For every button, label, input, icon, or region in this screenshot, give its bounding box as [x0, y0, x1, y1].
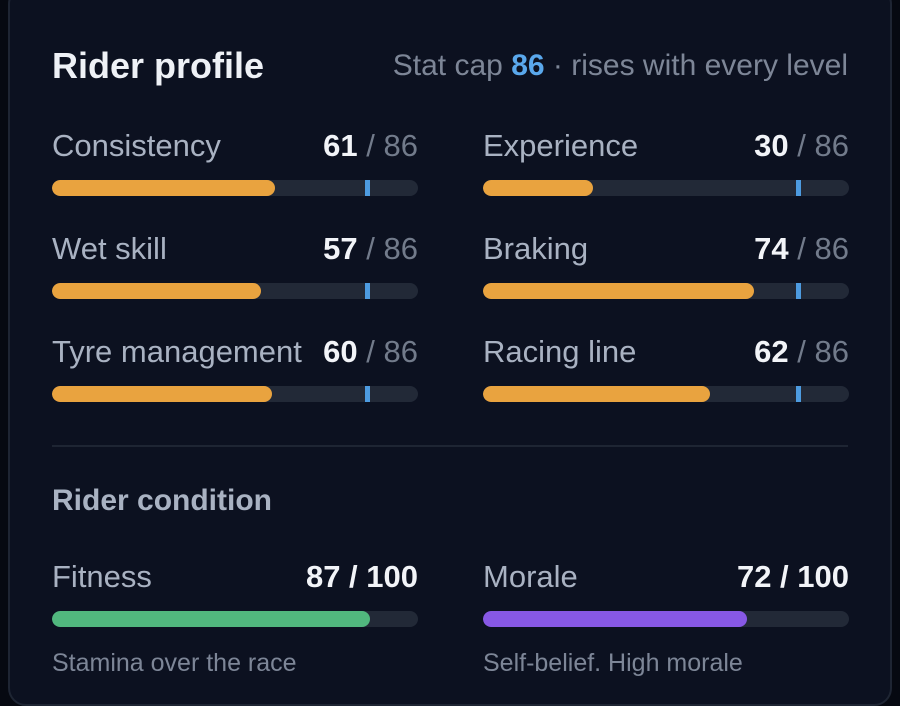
stat-value: 61 / 86	[323, 128, 418, 163]
stat-bar-track	[52, 180, 418, 196]
stat-current: 61	[323, 128, 358, 163]
stat-current: 60	[323, 334, 358, 369]
condition-morale: Morale 72 / 100 Self-belief. High morale	[483, 559, 849, 679]
stat-label: Racing line	[483, 334, 637, 369]
stat-current: 74	[754, 231, 789, 266]
stat-consistency: Consistency 61 / 86	[52, 128, 418, 208]
stat-max: 86	[383, 128, 418, 163]
stat-cap-marker	[364, 283, 370, 299]
stat-bar-track	[52, 283, 418, 299]
stat-bar-fill	[52, 386, 272, 402]
stat-label: Consistency	[52, 128, 221, 163]
stat-current: 30	[754, 128, 789, 163]
stat-bar-fill	[52, 283, 261, 299]
stat-cap-marker	[795, 180, 801, 196]
condition-bar-fill	[483, 611, 747, 627]
stat-current: 62	[754, 334, 789, 369]
stat-cap-marker	[795, 283, 801, 299]
rider-panel	[8, 0, 892, 706]
stat-bar-fill	[483, 180, 593, 196]
stat-bar-track	[483, 180, 849, 196]
stat-max: 86	[814, 334, 849, 369]
stat-cap-value: 86	[511, 49, 545, 82]
stat-cap-marker	[795, 386, 801, 402]
condition-bar-track	[483, 611, 849, 627]
stat-bar-fill	[52, 180, 276, 196]
stat-racing-line: Racing line 62 / 86	[483, 334, 849, 414]
stat-bar-track	[52, 386, 418, 402]
stat-bar-fill	[483, 386, 710, 402]
stat-value: 62 / 86	[754, 334, 849, 369]
stat-value: 30 / 86	[754, 128, 849, 163]
stat-cap-info: Stat cap 86 · rises with every level	[393, 49, 848, 83]
stat-bar-track	[483, 386, 849, 402]
stat-max: 86	[383, 334, 418, 369]
stat-cap-suffix: · rises with every level	[552, 49, 848, 82]
stat-cap-prefix: Stat cap	[392, 49, 503, 82]
stat-current: 57	[323, 231, 358, 266]
stat-value: 57 / 86	[323, 231, 418, 266]
condition-value: 87 / 100	[305, 559, 418, 594]
condition-bar-track	[52, 611, 418, 627]
stat-value: 60 / 86	[323, 334, 418, 369]
condition-title: Rider condition	[52, 484, 272, 517]
stat-max: 86	[814, 231, 849, 266]
stat-experience: Experience 30 / 86	[483, 128, 849, 208]
stat-bar-fill	[483, 283, 754, 299]
stat-label: Braking	[483, 231, 589, 266]
condition-description: Self-belief. High morale	[483, 649, 743, 677]
stat-max: 86	[814, 128, 849, 163]
condition-description: Stamina over the race	[52, 649, 297, 677]
stat-braking: Braking 74 / 86	[483, 231, 849, 311]
condition-fitness: Fitness 87 / 100 Stamina over the race	[52, 559, 418, 679]
stat-label: Wet skill	[52, 231, 167, 266]
stat-bar-track	[483, 283, 849, 299]
condition-value: 72 / 100	[736, 559, 849, 594]
section-divider	[52, 445, 848, 447]
stat-wet-skill: Wet skill 57 / 86	[52, 231, 418, 311]
stat-label: Experience	[483, 128, 639, 163]
stat-cap-marker	[364, 386, 370, 402]
stat-cap-marker	[364, 180, 370, 196]
stat-label: Tyre management	[52, 334, 302, 369]
profile-title: Rider profile	[52, 45, 265, 86]
condition-label: Fitness	[52, 559, 152, 594]
stat-value: 74 / 86	[754, 231, 849, 266]
stat-tyre-management: Tyre management 60 / 86	[52, 334, 418, 414]
profile-header: Rider profile Stat cap 86 · rises with e…	[52, 44, 848, 88]
condition-label: Morale	[483, 559, 578, 594]
stat-max: 86	[383, 231, 418, 266]
condition-bar-fill	[52, 611, 371, 627]
